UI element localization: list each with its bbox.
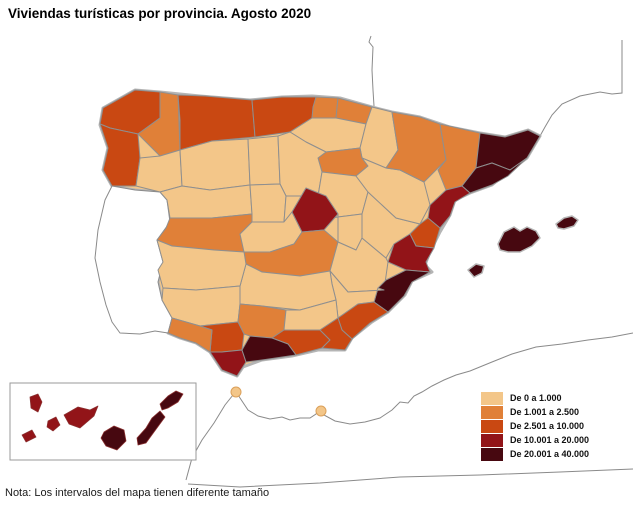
legend-label-1: De 1.001 a 2.500 (510, 407, 580, 417)
island-fuerteventura (136, 410, 166, 446)
island-lanzarote (159, 390, 184, 411)
legend-item-0: De 0 a 1.000 (481, 391, 589, 405)
portugal-outline (94, 185, 173, 335)
canary-islands-inset-frame (9, 382, 197, 461)
island-ibiza (467, 263, 485, 278)
legend-swatch-2 (481, 419, 503, 433)
province-huelva (167, 317, 213, 353)
island-tenerife (63, 405, 99, 429)
legend-swatch-4 (481, 447, 503, 461)
island-la-palma (29, 393, 43, 413)
province-leon (179, 138, 251, 191)
province-valladolid (249, 183, 287, 223)
map-legend: De 0 a 1.000 De 1.001 a 2.500 De 2.501 a 1… (481, 391, 589, 461)
island-mallorca (497, 226, 541, 253)
legend-swatch-0 (481, 391, 503, 405)
island-gran-canaria (100, 425, 127, 451)
province-bizkaia (311, 96, 339, 119)
legend-item-1: De 1.001 a 2.500 (481, 405, 589, 419)
page-title: Viviendas turísticas por provincia. Agos… (8, 6, 312, 21)
africa-secondary-line (187, 468, 633, 488)
legend-label-2: De 2.501 a 10.000 (510, 421, 585, 431)
footnote: Nota: Los intervalos del mapa tienen dif… (5, 487, 270, 499)
province-zamora (159, 184, 253, 219)
province-almeria (319, 317, 353, 351)
legend-swatch-3 (481, 433, 503, 447)
legend-item-4: De 20.001 a 40.000 (481, 447, 589, 461)
island-la-gomera (46, 416, 61, 432)
province-girona (475, 129, 541, 171)
legend-label-0: De 0 a 1.000 (510, 393, 562, 403)
legend-item-2: De 2.501 a 10.000 (481, 419, 589, 433)
province-palencia (247, 135, 281, 186)
legend-label-3: De 10.001 a 20.000 (510, 435, 590, 445)
province-huesca (385, 111, 447, 183)
province-malaga (241, 335, 297, 363)
city-marker-ceuta (230, 386, 242, 398)
province-asturias (177, 94, 256, 151)
city-marker-melilla (315, 405, 327, 417)
legend-label-4: De 20.001 a 40.000 (510, 449, 590, 459)
island-menorca (555, 215, 579, 230)
france-mediterranean-coastline (539, 40, 623, 137)
france-atlantic-coastline (368, 35, 375, 107)
legend-item-3: De 10.001 a 20.000 (481, 433, 589, 447)
island-el-hierro (21, 429, 37, 443)
legend-swatch-1 (481, 405, 503, 419)
